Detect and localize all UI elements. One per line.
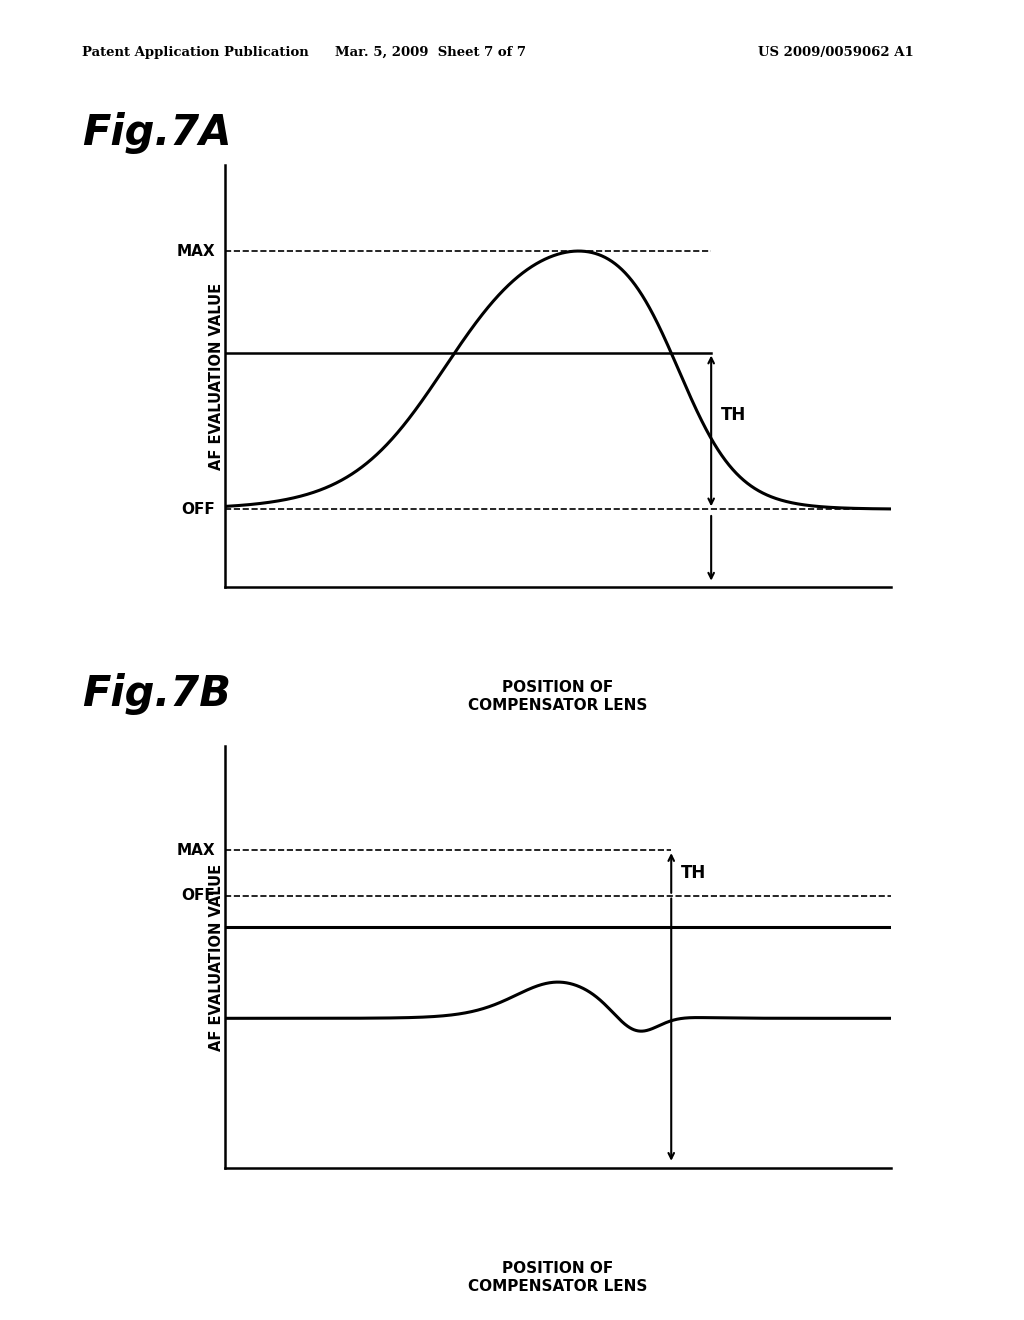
- Y-axis label: AF EVALUATION VALUE: AF EVALUATION VALUE: [210, 863, 224, 1051]
- Text: Patent Application Publication: Patent Application Publication: [82, 46, 308, 59]
- Text: US 2009/0059062 A1: US 2009/0059062 A1: [758, 46, 913, 59]
- Text: TH: TH: [721, 407, 746, 424]
- Text: MAX: MAX: [177, 244, 215, 259]
- Text: MAX: MAX: [177, 842, 215, 858]
- Text: OFF: OFF: [181, 502, 215, 516]
- Text: Fig.7B: Fig.7B: [82, 673, 231, 715]
- Text: TH: TH: [681, 865, 707, 882]
- Text: Mar. 5, 2009  Sheet 7 of 7: Mar. 5, 2009 Sheet 7 of 7: [335, 46, 525, 59]
- Text: Fig.7A: Fig.7A: [82, 112, 231, 154]
- Text: POSITION OF
COMPENSATOR LENS: POSITION OF COMPENSATOR LENS: [468, 1261, 648, 1294]
- Text: OFF: OFF: [181, 888, 215, 903]
- Text: POSITION OF
COMPENSATOR LENS: POSITION OF COMPENSATOR LENS: [468, 680, 648, 713]
- Y-axis label: AF EVALUATION VALUE: AF EVALUATION VALUE: [210, 282, 224, 470]
